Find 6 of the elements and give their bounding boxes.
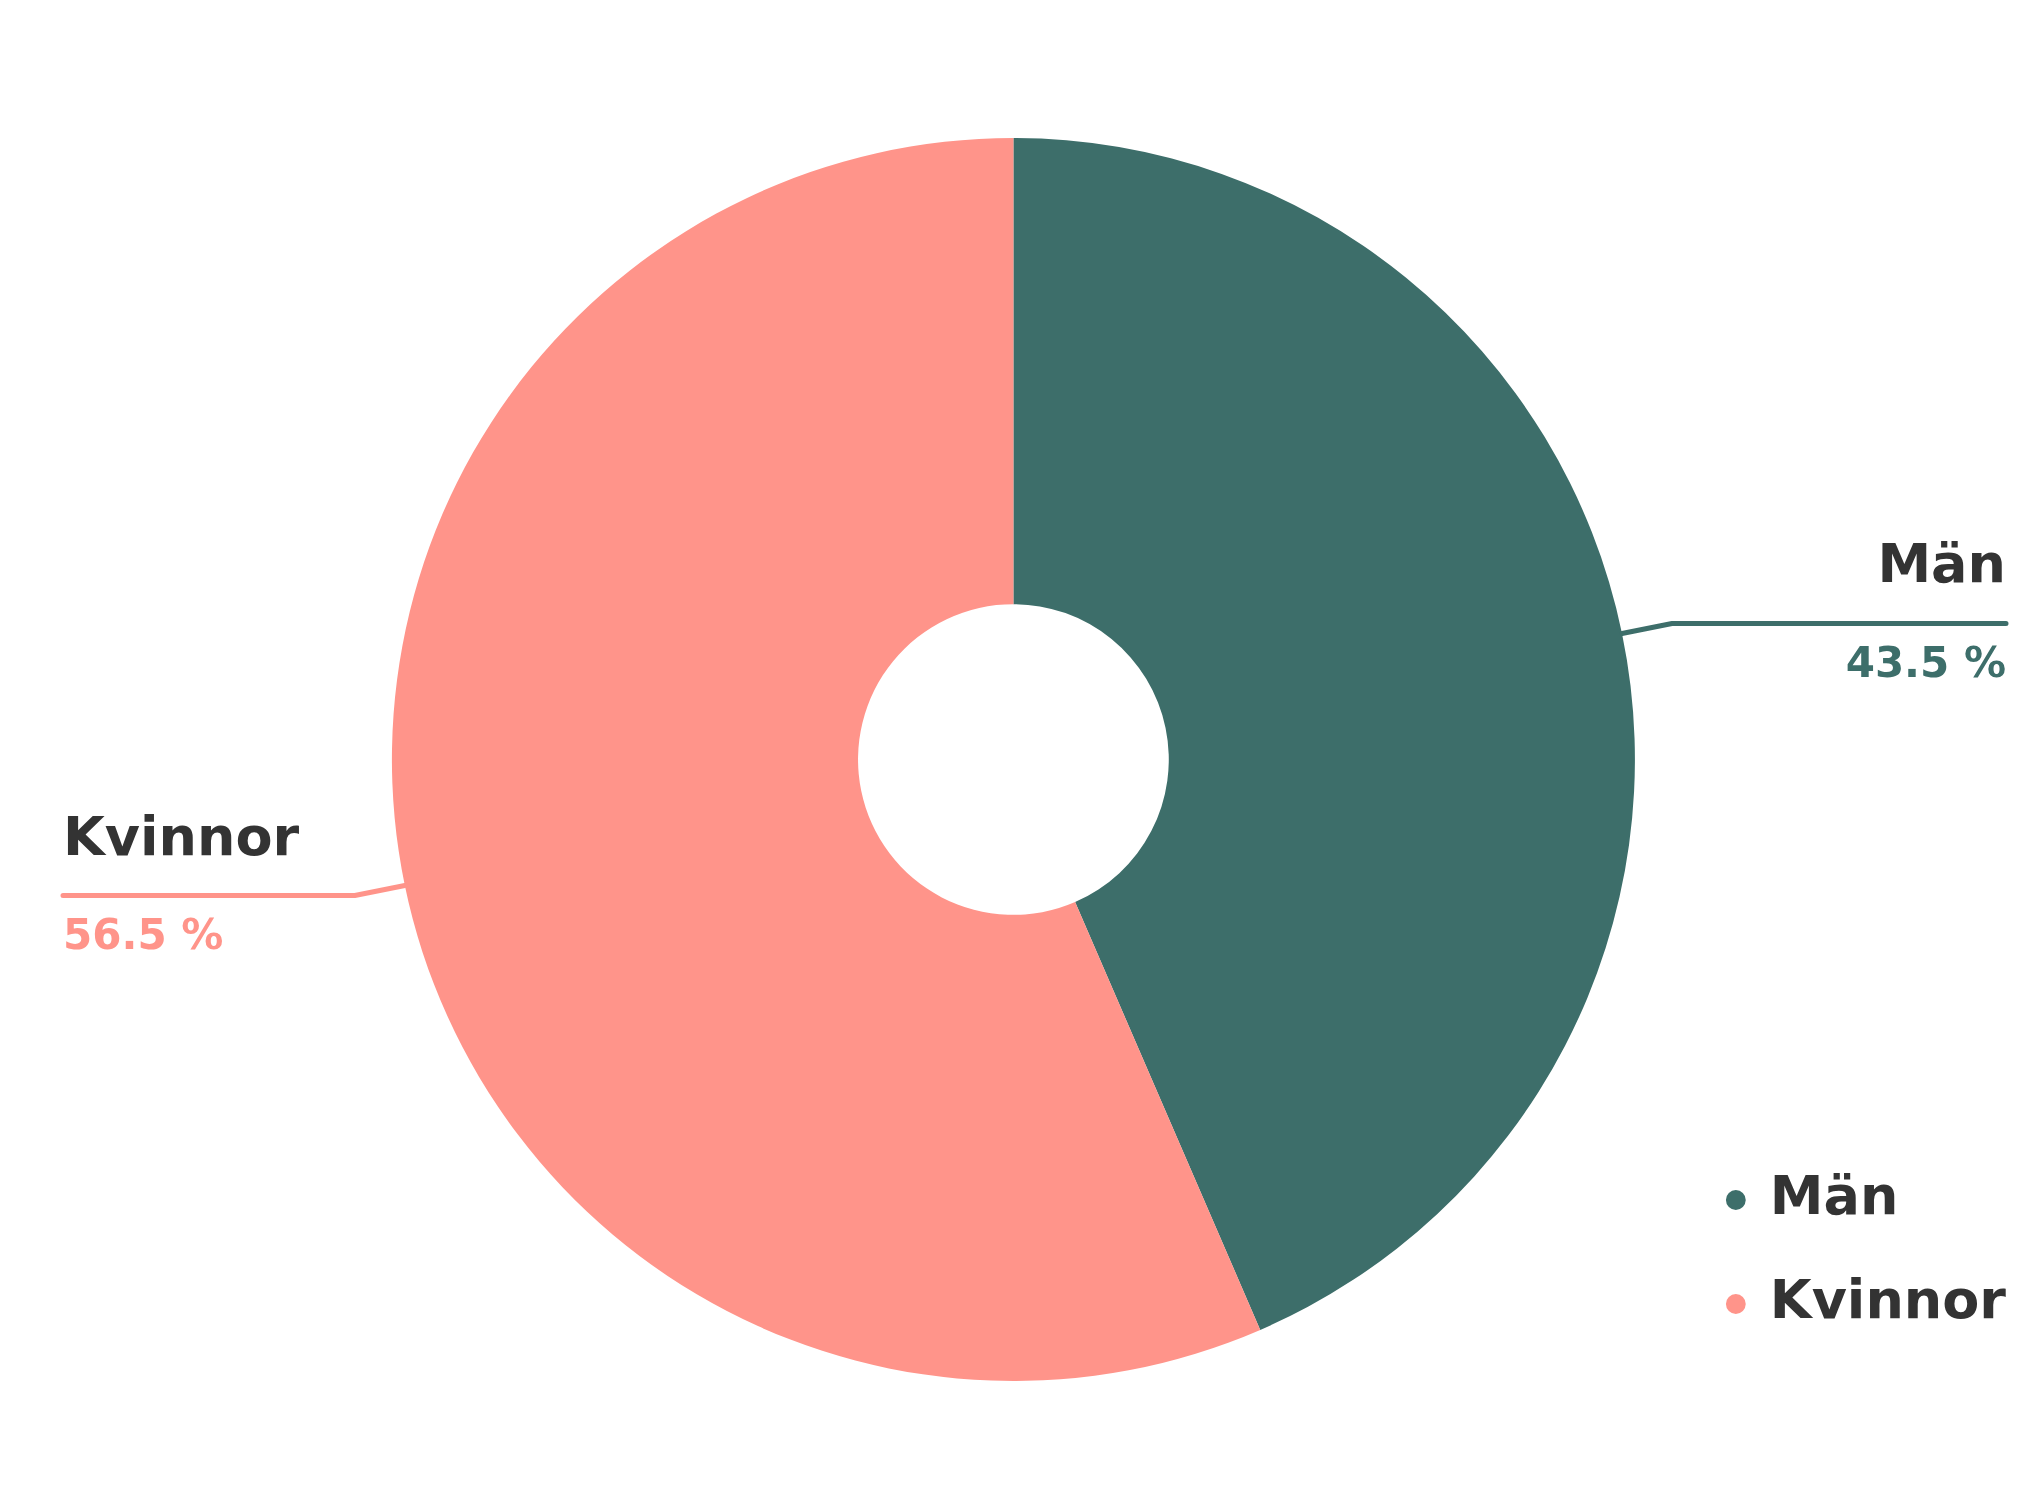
data-label: 56.5 % [63,910,224,960]
data-label: 43.5 % [1845,638,2006,688]
legend-label: Kvinnor [1769,1268,2007,1332]
legend-label: Män [1769,1164,1899,1228]
slice-label: Män [1877,532,2006,596]
slice-label: Kvinnor [63,804,300,868]
